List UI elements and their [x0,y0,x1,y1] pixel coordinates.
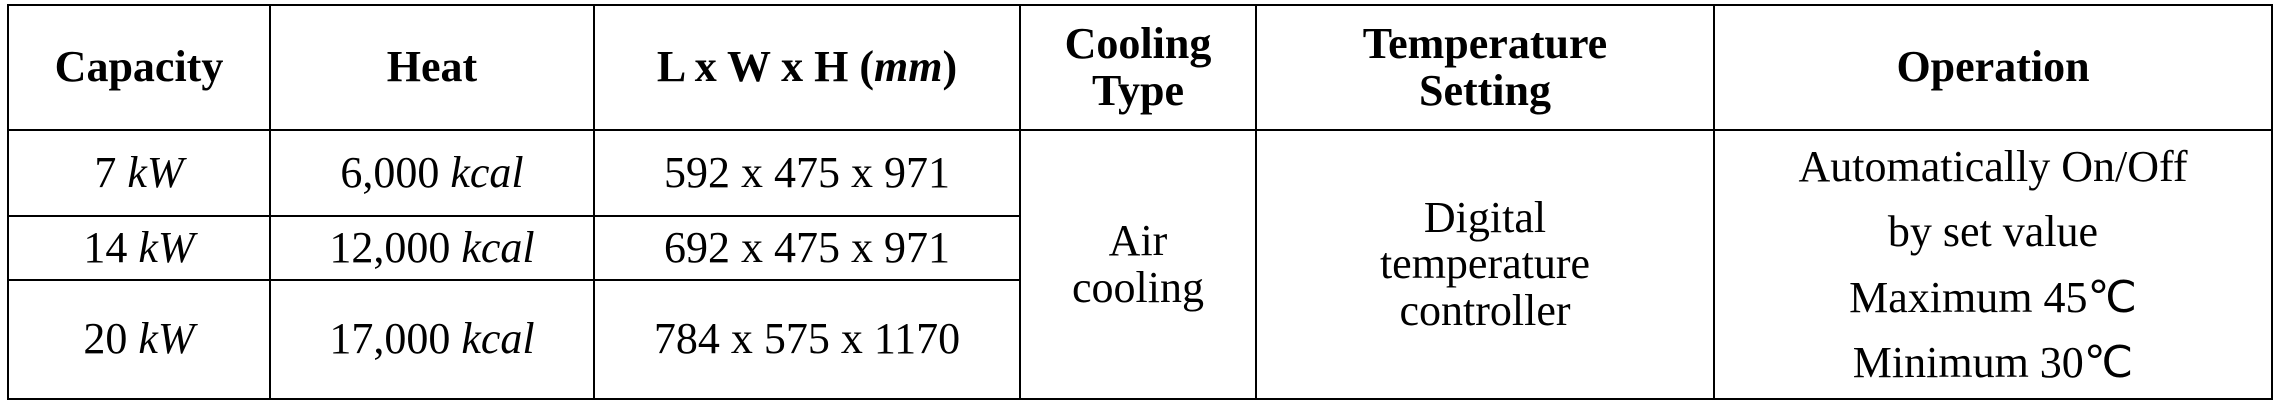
heat-cell: 17,000 kcal [269,279,595,400]
row: 20 kW 17,000 kcal 784 x 575 x 1170 [7,279,2272,400]
text: Automatically On/Off [1798,142,2188,192]
heat-cell: 6,000 kcal [269,129,595,217]
heat-cell: 12,000 kcal [269,215,595,281]
unit: kW [127,147,184,197]
row: 14 kW 12,000 kcal 692 x 475 x 971 [7,215,2272,281]
header-text: Temperature [1362,19,1608,69]
unit: kW [138,222,195,272]
text: Minimum 30℃ [1852,337,2134,387]
header-cell: Temperature Setting [1255,4,1715,131]
size-cell: 784 x 575 x 1170 [593,279,1021,400]
value: 12,000 [329,222,451,272]
value: 14 [83,222,128,272]
value: 692 x 475 x 971 [664,222,950,272]
capacity-cell: 20 kW [7,279,271,400]
size-cell: 592 x 475 x 971 [593,129,1021,217]
text: cooling [1072,262,1204,312]
value: 20 [83,314,128,364]
cooling-cell: Air cooling [1019,129,1257,400]
text: Air [1108,216,1168,266]
row: 7 kW 6,000 kcal 592 x 475 x 971 Air cooli… [7,129,2273,400]
header-unit: mm [874,42,943,92]
header-text: Operation [1896,42,2090,92]
header-text: Setting [1419,65,1551,115]
spec-table: Capacity Heat L x W x H (mm) Cooling Type… [7,4,2273,400]
header-text: L x W x H ( [656,42,875,92]
text: temperature [1379,239,1591,289]
header-text: Capacity [54,42,224,92]
size-cell: 692 x 475 x 971 [593,215,1021,281]
text: Digital [1423,193,1547,243]
header-cell: L x W x H (mm) [593,4,1021,131]
header-text: Heat [386,42,478,92]
value: 7 [94,147,117,197]
text: by set value [1887,207,2099,257]
temperature-cell: Digital temperature controller [1255,129,1715,400]
operation-cell: Automatically On/Off by set value Maximum … [1713,129,2273,400]
text: Maximum 45℃ [1849,272,2137,322]
header-cell: Cooling Type [1019,4,1257,131]
unit: kW [138,314,195,364]
header-cell: Operation [1713,4,2273,131]
capacity-cell: 7 kW [7,129,271,217]
unit: kcal [461,222,535,272]
header-cell: Capacity [7,4,271,131]
unit: kcal [461,314,535,364]
value: 17,000 [329,314,451,364]
value: 784 x 575 x 1170 [653,314,961,364]
value: 6,000 [340,147,440,197]
header-row: Capacity Heat L x W x H (mm) Cooling Type… [7,4,2273,131]
header-cell: Heat [269,4,595,131]
capacity-cell: 14 kW [7,215,271,281]
header-text: ) [942,42,958,92]
unit: kcal [450,147,524,197]
text: controller [1399,285,1571,335]
value: 592 x 475 x 971 [664,147,950,197]
header-text: Type [1091,65,1185,115]
header-text: Cooling [1064,19,1212,69]
